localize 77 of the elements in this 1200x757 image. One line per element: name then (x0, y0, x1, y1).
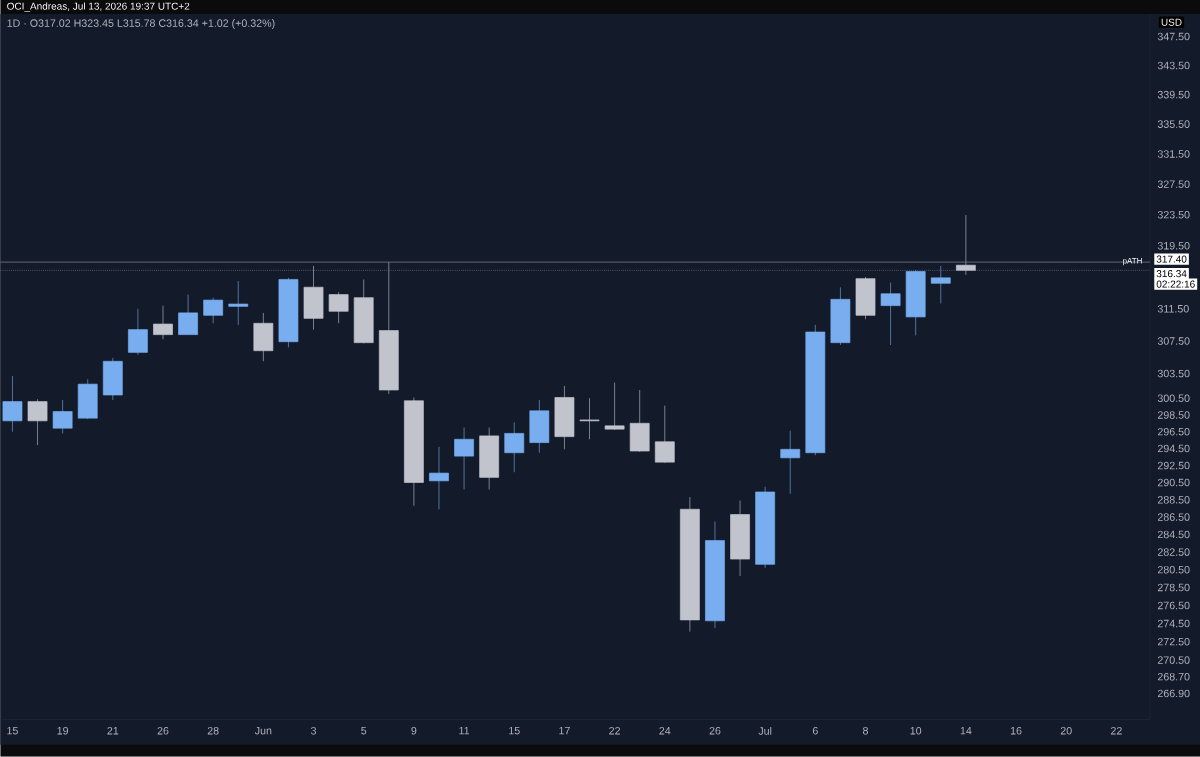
x-tick-label: 11 (459, 727, 470, 735)
y-tick-label: 335.50 (1157, 120, 1190, 129)
y-axis-title: USD (1161, 18, 1182, 26)
candlestick (228, 280, 249, 326)
candlestick (128, 308, 148, 356)
y-tick-label: 323.50 (1157, 211, 1190, 219)
y-tick-label: 303.50 (1157, 369, 1190, 378)
text: 317.40 (1156, 255, 1187, 263)
x-tick-label: 24 (659, 727, 671, 735)
x-tick-label: 6 (812, 727, 818, 735)
x-tick-label: 15 (7, 727, 18, 735)
y-tick-label: 319.50 (1157, 242, 1190, 250)
y-tick-label: 288.50 (1157, 496, 1190, 504)
candlestick (328, 291, 349, 324)
y-tick-label: 298.50 (1157, 411, 1190, 419)
y-tick-label: 311.50 (1157, 305, 1189, 313)
y-tick-label: 339.50 (1157, 90, 1190, 99)
x-tick-label: 19 (57, 727, 69, 735)
ref-line-label: pATH (1123, 258, 1142, 266)
x-tick-label: 15 (509, 727, 520, 735)
y-tick-label: 331.50 (1157, 150, 1190, 158)
y-tick-label: 343.50 (1157, 61, 1190, 70)
x-tick-label: 8 (863, 727, 868, 735)
x-tick-label: 21 (107, 727, 119, 735)
candlestick (429, 446, 449, 510)
candlestick (454, 427, 474, 491)
y-tick-label: 284.50 (1157, 530, 1190, 539)
x-tick-label: 26 (709, 727, 721, 735)
y-tick-label: 296.50 (1157, 428, 1190, 436)
y-tick-label: 282.50 (1157, 548, 1190, 556)
x-tick-label: 14 (960, 727, 972, 735)
y-tick-label: 327.50 (1157, 180, 1190, 189)
y-tick-label: 292.50 (1157, 461, 1190, 470)
text: 02:22:16 (1156, 280, 1195, 288)
x-tick-label: 22 (609, 727, 620, 735)
y-tick-label: 272.50 (1157, 638, 1190, 646)
y-tick-label: 268.70 (1157, 673, 1190, 681)
y-tick-label: 300.50 (1157, 394, 1190, 403)
x-tick-label: 26 (157, 727, 169, 735)
candlestick (2, 375, 23, 433)
x-tick-label: 5 (361, 727, 367, 735)
x-tick-label: 22 (1111, 727, 1122, 735)
x-tick-label: 3 (310, 727, 317, 735)
candlestick (604, 382, 625, 431)
y-tick-label: 276.50 (1157, 601, 1190, 610)
y-tick-label: 274.50 (1157, 619, 1190, 628)
candlestick (203, 297, 224, 324)
y-tick-label: 294.50 (1157, 444, 1190, 453)
y-tick-label: 347.50 (1157, 32, 1190, 41)
chart-title: 1D · O317.02 H323.45 L315.78 C316.34 +1.02 (+0.32%) (7, 19, 275, 30)
candlestick (504, 422, 525, 473)
candlestick (654, 405, 675, 464)
x-tick-label: Jun (254, 727, 272, 735)
candlestick (880, 282, 901, 346)
y-tick-label: 286.50 (1157, 513, 1190, 521)
candlestick (153, 305, 173, 340)
x-tick-label: 16 (1010, 727, 1022, 735)
candlestick (780, 430, 801, 495)
x-tick-label: 20 (1060, 727, 1072, 735)
candlestick (52, 399, 73, 435)
y-tick-label: 266.90 (1157, 689, 1190, 698)
x-tick-label: 9 (411, 727, 417, 735)
y-tick-label: 278.50 (1157, 583, 1190, 592)
text: OCI_Andreas, Jul 13, 2026 19:37 UTC+2 (7, 2, 190, 12)
candlestick (27, 398, 48, 446)
y-tick-label: 307.50 (1157, 337, 1190, 345)
x-tick-label: 17 (559, 727, 570, 735)
y-tick-label: 280.50 (1157, 566, 1190, 574)
candlestick (178, 294, 198, 336)
x-tick-label: Jul (758, 727, 772, 735)
y-tick-label: 290.50 (1157, 478, 1190, 487)
candlestick (930, 265, 951, 305)
ref-line-label: 316.34 (1156, 270, 1187, 278)
y-tick-label: 270.50 (1157, 656, 1190, 664)
x-tick-label: 10 (910, 727, 922, 735)
candlestick (579, 397, 600, 440)
x-tick-label: 28 (207, 727, 219, 735)
